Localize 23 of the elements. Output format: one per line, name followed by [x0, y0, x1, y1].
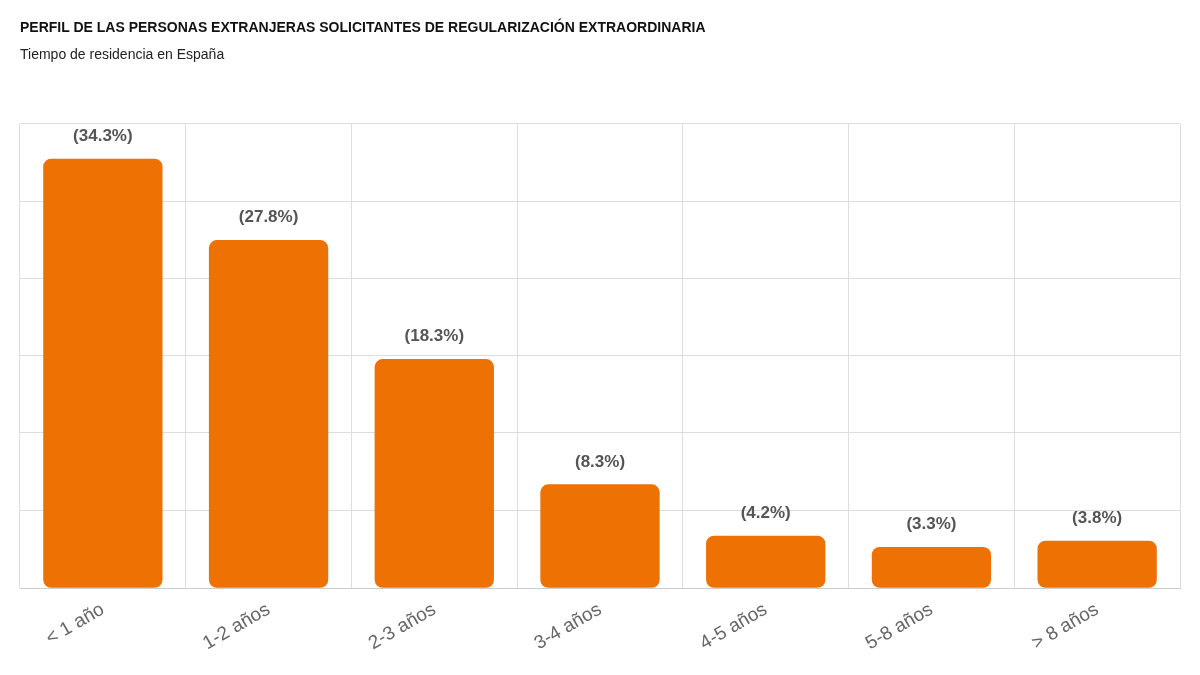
chart-title: PERFIL DE LAS PERSONAS EXTRANJERAS SOLICITANTES DE REGULARIZACIÓN EXTRAORDINARIA — [20, 18, 706, 36]
bar — [540, 484, 660, 588]
data-label: (8.3%) — [574, 451, 626, 471]
data-label: (27.8%) — [238, 207, 299, 227]
data-label: (3.8%) — [1072, 507, 1123, 527]
x-tick-label: 2-3 años — [364, 597, 439, 654]
bar — [208, 240, 329, 588]
x-tick-label: 4-5 años — [695, 597, 771, 654]
bar — [374, 359, 494, 588]
data-label: (3.3%) — [906, 514, 957, 534]
x-tick-label: < 1 año — [41, 597, 108, 649]
x-tick-label: 3-4 años — [530, 597, 605, 654]
bar — [43, 158, 163, 588]
data-label: (18.3%) — [404, 326, 465, 346]
x-tick-label: 1-2 años — [198, 597, 274, 654]
bar — [706, 535, 826, 588]
chart-subtitle: Tiempo de residencia en España — [20, 46, 225, 63]
bar — [1037, 540, 1157, 588]
x-tick-label: 5-8 años — [861, 597, 937, 654]
x-tick-label: > 8 años — [1027, 597, 1102, 653]
data-label: (34.3%) — [73, 125, 133, 145]
data-label: (4.2%) — [740, 502, 791, 522]
bar — [871, 546, 992, 588]
